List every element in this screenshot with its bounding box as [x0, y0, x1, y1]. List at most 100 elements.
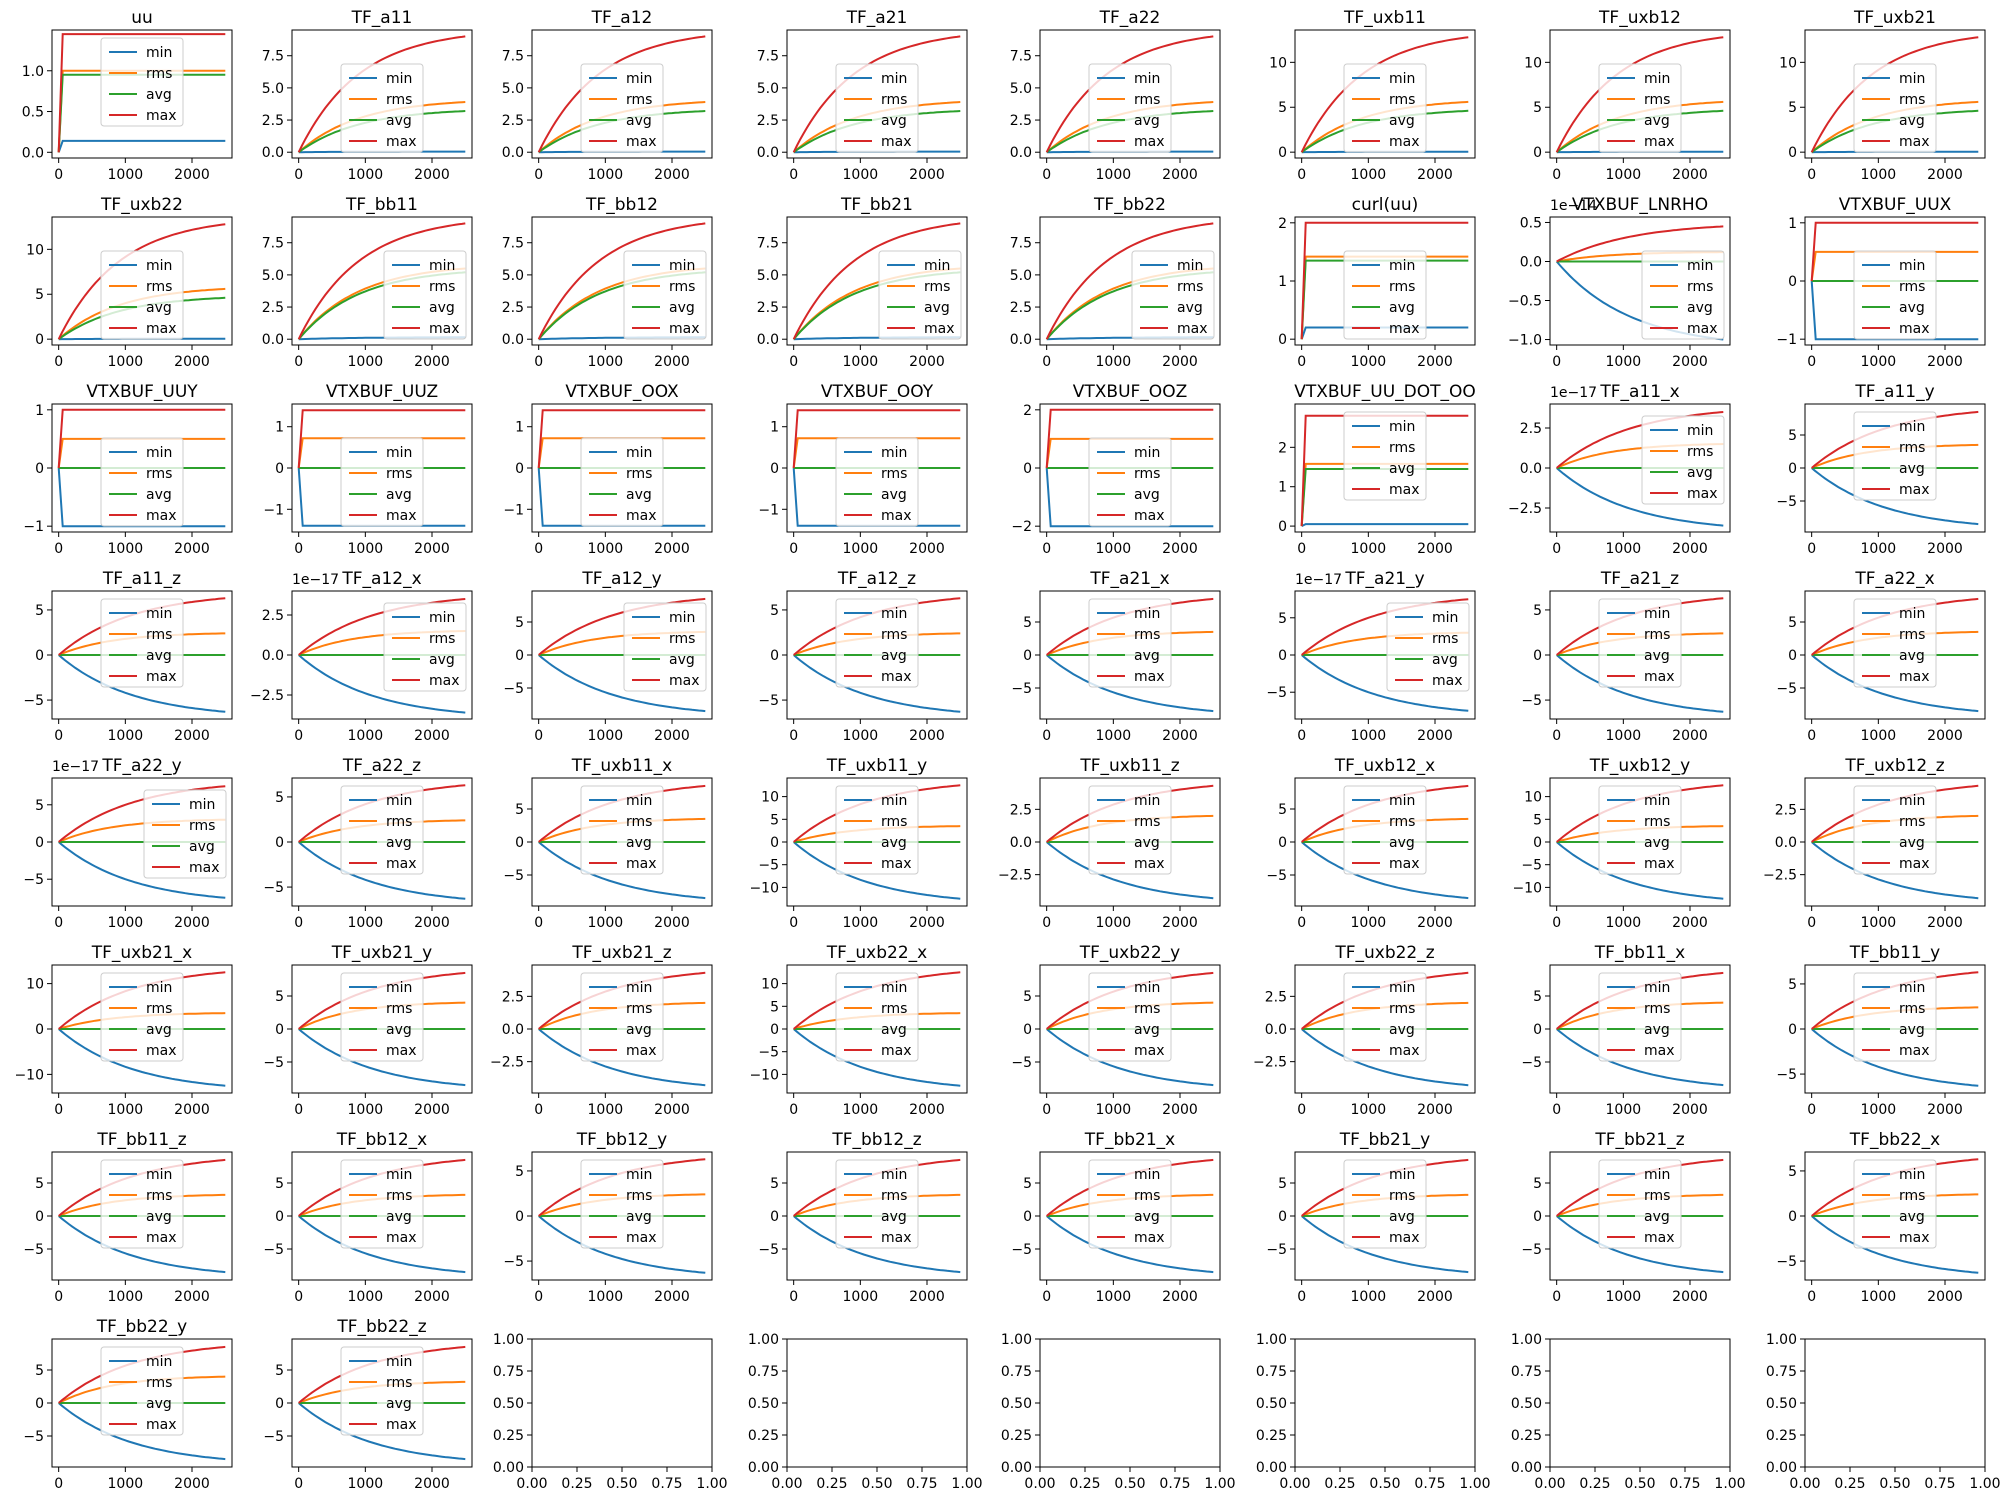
- legend-label-rms: rms: [146, 279, 172, 295]
- x-tick-label: 1000: [1606, 167, 1642, 183]
- series-line-max: [1301, 598, 1469, 656]
- legend-label-rms: rms: [1134, 92, 1160, 108]
- x-tick-label: 2000: [1672, 541, 1708, 557]
- y-tick-label: 0: [35, 1022, 44, 1038]
- legend-label-rms: rms: [386, 1375, 412, 1391]
- legend-label-max: max: [1177, 321, 1208, 337]
- x-tick-label: 2000: [654, 1289, 690, 1305]
- y-tick-label: 2.5: [1010, 113, 1032, 129]
- series-line-min: [538, 1028, 706, 1087]
- legend-label-min: min: [386, 793, 412, 809]
- legend-label-avg: avg: [429, 652, 455, 668]
- series-line-min: [1811, 467, 1979, 526]
- series-line-min: [298, 841, 466, 900]
- y-tick-label: 0: [1278, 648, 1287, 664]
- x-tick-label: 0: [294, 1102, 303, 1118]
- legend-label-max: max: [1389, 134, 1420, 150]
- legend-box: [1343, 972, 1427, 1062]
- legend-label-min: min: [626, 980, 652, 996]
- subplot-20: VTXBUF_OOY 0 1000 2000 1 0 −1 min rms avg max: [758, 382, 968, 557]
- series-line-max: [297, 409, 466, 469]
- series-line-max: [537, 409, 706, 469]
- legend: min rms avg max: [100, 250, 184, 340]
- x-tick-label: 1000: [348, 167, 384, 183]
- y-tick-label: 5: [1278, 1176, 1287, 1192]
- subplot-50: TF_bb12_x 0 1000 2000 5 0 −5 min rms avg max: [263, 1130, 473, 1305]
- subplot-62: 0.00 0.25 0.50 0.75 1.00 0.00 0.25 0.50 0.75 1.00: [1256, 1332, 1491, 1492]
- y-tick-label: 5: [275, 1176, 284, 1192]
- x-tick-label: 1000: [1351, 728, 1387, 744]
- x-tick-label: 1.00: [696, 1476, 727, 1492]
- axes-frame: [531, 29, 713, 159]
- y-tick-label: −5: [1521, 693, 1542, 709]
- legend-label-rms: rms: [386, 1001, 412, 1017]
- y-tick-label: 5: [35, 1363, 44, 1379]
- legend-label-rms: rms: [386, 92, 412, 108]
- subplot-51: TF_bb12_y 0 1000 2000 5 0 −5 min rms avg max: [503, 1130, 713, 1305]
- x-tick-label: 1000: [1351, 354, 1387, 370]
- x-tick-label: 1000: [1096, 728, 1132, 744]
- y-tick-label: 0.0: [1010, 835, 1032, 851]
- legend-label-max: max: [146, 108, 177, 124]
- series-line-min: [1811, 1028, 1979, 1087]
- x-tick-label: 2000: [1927, 728, 1963, 744]
- legend-box: [1386, 602, 1470, 692]
- legend-label-rms: rms: [669, 631, 695, 647]
- x-tick-label: 1000: [1861, 541, 1897, 557]
- legend-label-max: max: [1644, 1230, 1675, 1246]
- subplot-11: TF_bb12 0 1000 2000 0.0 2.5 5.0 7.5 min rms avg max: [502, 195, 713, 370]
- y-tick-label: 0.0: [262, 648, 284, 664]
- legend-label-min: min: [146, 258, 172, 274]
- y-tick-label: 10: [1524, 55, 1542, 71]
- subplot-title: VTXBUF_OOX: [565, 382, 679, 402]
- subplot-30: TF_a21_y1e−17 0 1000 2000 5 0 −5 min rms avg max: [1266, 569, 1476, 744]
- subplot-title: TF_uxb22_y: [1079, 943, 1180, 963]
- legend-label-avg: avg: [881, 113, 907, 129]
- legend-box: [1343, 411, 1427, 501]
- y-tick-label: 0: [1788, 1022, 1797, 1038]
- y-tick-label: −10: [14, 1067, 44, 1083]
- legend-label-max: max: [386, 134, 417, 150]
- legend-label-avg: avg: [1644, 1022, 1670, 1038]
- subplot-title: VTXBUF_OOY: [821, 382, 934, 402]
- series-line-min: [58, 1215, 226, 1274]
- subplot-title: TF_bb21: [840, 195, 913, 215]
- legend-label-rms: rms: [429, 279, 455, 295]
- legend-label-avg: avg: [189, 839, 215, 855]
- subplot-27: TF_a12_y 0 1000 2000 5 0 −5 min rms avg max: [503, 569, 713, 744]
- legend-label-rms: rms: [1899, 1001, 1925, 1017]
- legend-box: [1343, 1159, 1427, 1249]
- series-line-min: [1301, 523, 1469, 527]
- y-tick-label: 1.0: [22, 64, 44, 80]
- y-tick-label: 0.00: [493, 1460, 524, 1476]
- legend-label-max: max: [626, 856, 657, 872]
- x-tick-label: 0: [789, 354, 798, 370]
- legend-label-rms: rms: [1389, 279, 1415, 295]
- series-line-max: [298, 598, 466, 656]
- subplot-title: VTXBUF_OOZ: [1073, 382, 1187, 402]
- legend-label-max: max: [1899, 1043, 1930, 1059]
- x-tick-label: 2000: [1162, 728, 1198, 744]
- legend-label-avg: avg: [146, 87, 172, 103]
- y-tick-label: 0: [1533, 835, 1542, 851]
- legend: min rms avg max: [1088, 785, 1172, 875]
- legend-box: [100, 1346, 184, 1436]
- y-tick-label: −5: [23, 1242, 44, 1258]
- legend-label-max: max: [626, 134, 657, 150]
- x-tick-label: 0: [1297, 167, 1306, 183]
- legend-label-rms: rms: [146, 66, 172, 82]
- y-tick-label: −10: [749, 1067, 779, 1083]
- x-tick-label: 1000: [1096, 915, 1132, 931]
- y-tick-label: −5: [1521, 1242, 1542, 1258]
- y-tick-label: 0.0: [502, 1022, 524, 1038]
- x-tick-label: 2000: [1417, 728, 1453, 744]
- legend-label-rms: rms: [881, 466, 907, 482]
- legend-label-rms: rms: [146, 466, 172, 482]
- legend-label-rms: rms: [1899, 279, 1925, 295]
- y-tick-label: 7.5: [757, 236, 779, 252]
- y-tick-label: 5: [1023, 1176, 1032, 1192]
- subplot-title: TF_bb11_x: [1594, 943, 1685, 963]
- legend-box: [835, 785, 919, 875]
- axes-frame: [1804, 1338, 1986, 1468]
- legend-label-avg: avg: [626, 1022, 652, 1038]
